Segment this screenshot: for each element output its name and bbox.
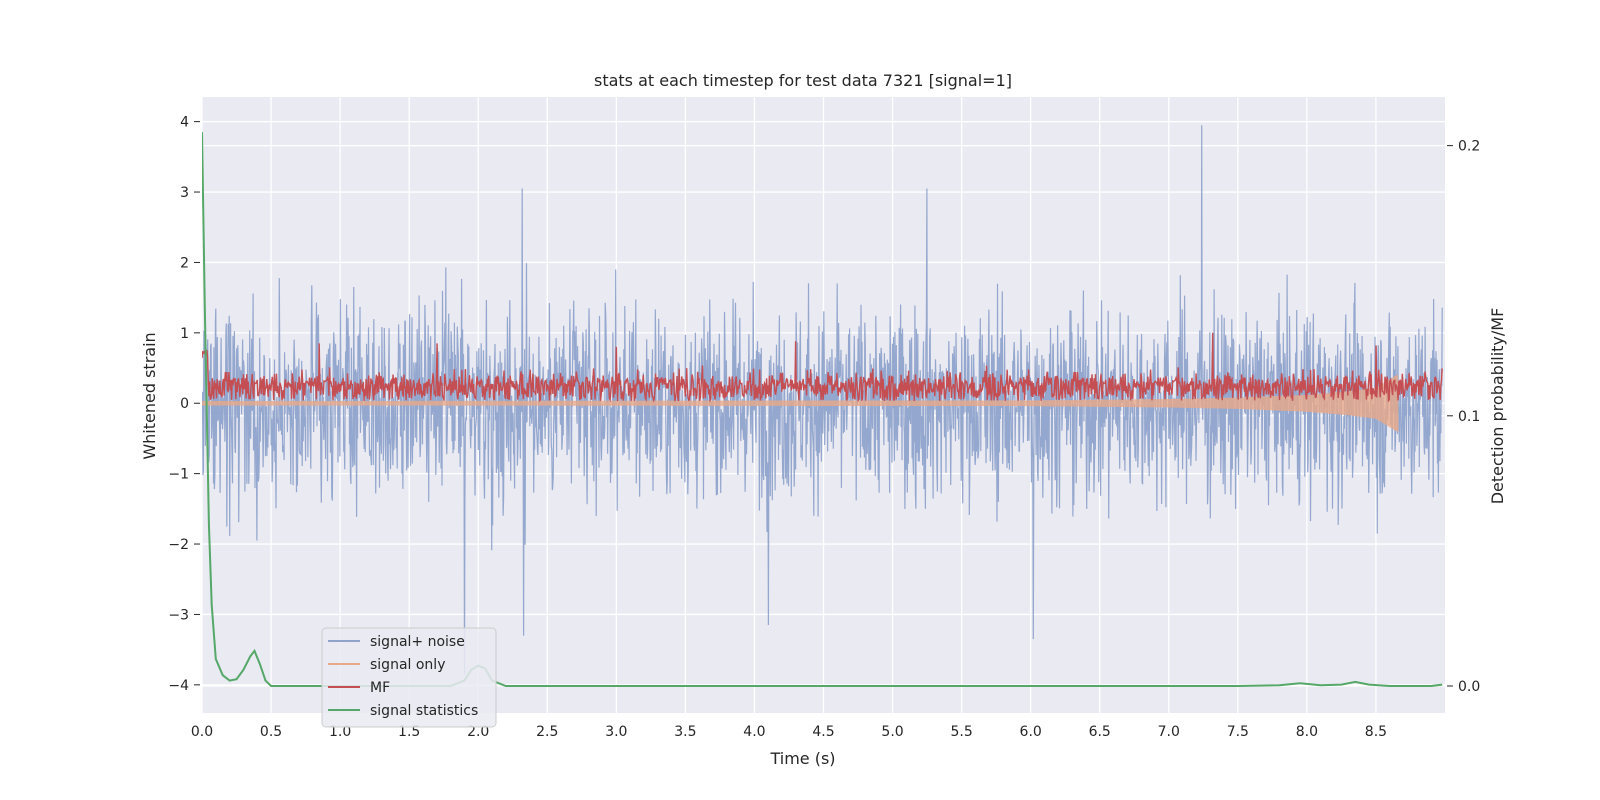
y2-axis-label: Detection probability/MF xyxy=(1488,308,1507,505)
y-tick-label: −3 xyxy=(168,607,189,623)
y-tick-label: 0 xyxy=(180,396,189,412)
legend: signal+ noise signal only MF signal stat… xyxy=(321,627,497,728)
x-tick-label: 3.0 xyxy=(605,724,627,740)
legend-label-signal-statistics: signal statistics xyxy=(370,703,478,719)
y-tick-label: 1 xyxy=(180,326,189,342)
x-tick-label: 7.5 xyxy=(1227,724,1249,740)
x-tick-label: 4.0 xyxy=(743,724,765,740)
y-tick-label: 4 xyxy=(180,115,189,131)
y2-axis-ticks: 0.2 0.1 0.0 xyxy=(1447,139,1480,695)
x-tick-label: 5.5 xyxy=(950,724,972,740)
y-tick-label: 3 xyxy=(180,185,189,201)
x-tick-label: 8.5 xyxy=(1365,724,1387,740)
y-axis-label: Whitened strain xyxy=(140,332,159,459)
x-tick-label: 3.5 xyxy=(674,724,696,740)
legend-label-mf: MF xyxy=(370,680,390,696)
x-tick-label: 4.5 xyxy=(812,724,834,740)
x-axis-ticks: 0.0 0.5 1.0 1.5 2.0 2.5 3.0 3.5 4.0 4.5 5.0 5.5 6.0 6… xyxy=(191,724,1387,740)
chart-title: stats at each timestep for test data 732… xyxy=(594,71,1012,90)
y2-tick-label: 0.2 xyxy=(1458,139,1480,155)
y-tick-label: 2 xyxy=(180,255,189,271)
x-tick-label: 8.0 xyxy=(1296,724,1318,740)
y-tick-label: −4 xyxy=(168,678,189,694)
series-mf xyxy=(202,332,1443,403)
y-tick-label: −1 xyxy=(168,467,189,483)
x-axis-label: Time (s) xyxy=(769,749,835,768)
x-tick-label: 1.0 xyxy=(329,724,351,740)
mf-line xyxy=(202,332,1443,403)
legend-label-signal-only: signal only xyxy=(370,657,445,673)
x-tick-label: 6.5 xyxy=(1089,724,1111,740)
x-tick-label: 6.0 xyxy=(1020,724,1042,740)
x-tick-label: 2.0 xyxy=(467,724,489,740)
x-tick-label: 7.0 xyxy=(1158,724,1180,740)
x-tick-label: 0.0 xyxy=(191,724,213,740)
x-tick-label: 0.5 xyxy=(260,724,282,740)
signal-only-line xyxy=(202,375,1399,432)
y-tick-label: −2 xyxy=(168,537,189,553)
y-axis-ticks: 4 3 2 1 0 −1 −2 −3 −4 xyxy=(168,115,200,694)
x-tick-label: 5.0 xyxy=(881,724,903,740)
y2-tick-label: 0.1 xyxy=(1458,409,1480,425)
x-tick-label: 1.5 xyxy=(398,724,420,740)
series-signal-only xyxy=(202,375,1399,432)
y2-tick-label: 0.0 xyxy=(1458,679,1480,695)
legend-box xyxy=(321,627,497,728)
legend-label-signal-noise: signal+ noise xyxy=(370,634,465,650)
x-tick-label: 2.5 xyxy=(536,724,558,740)
